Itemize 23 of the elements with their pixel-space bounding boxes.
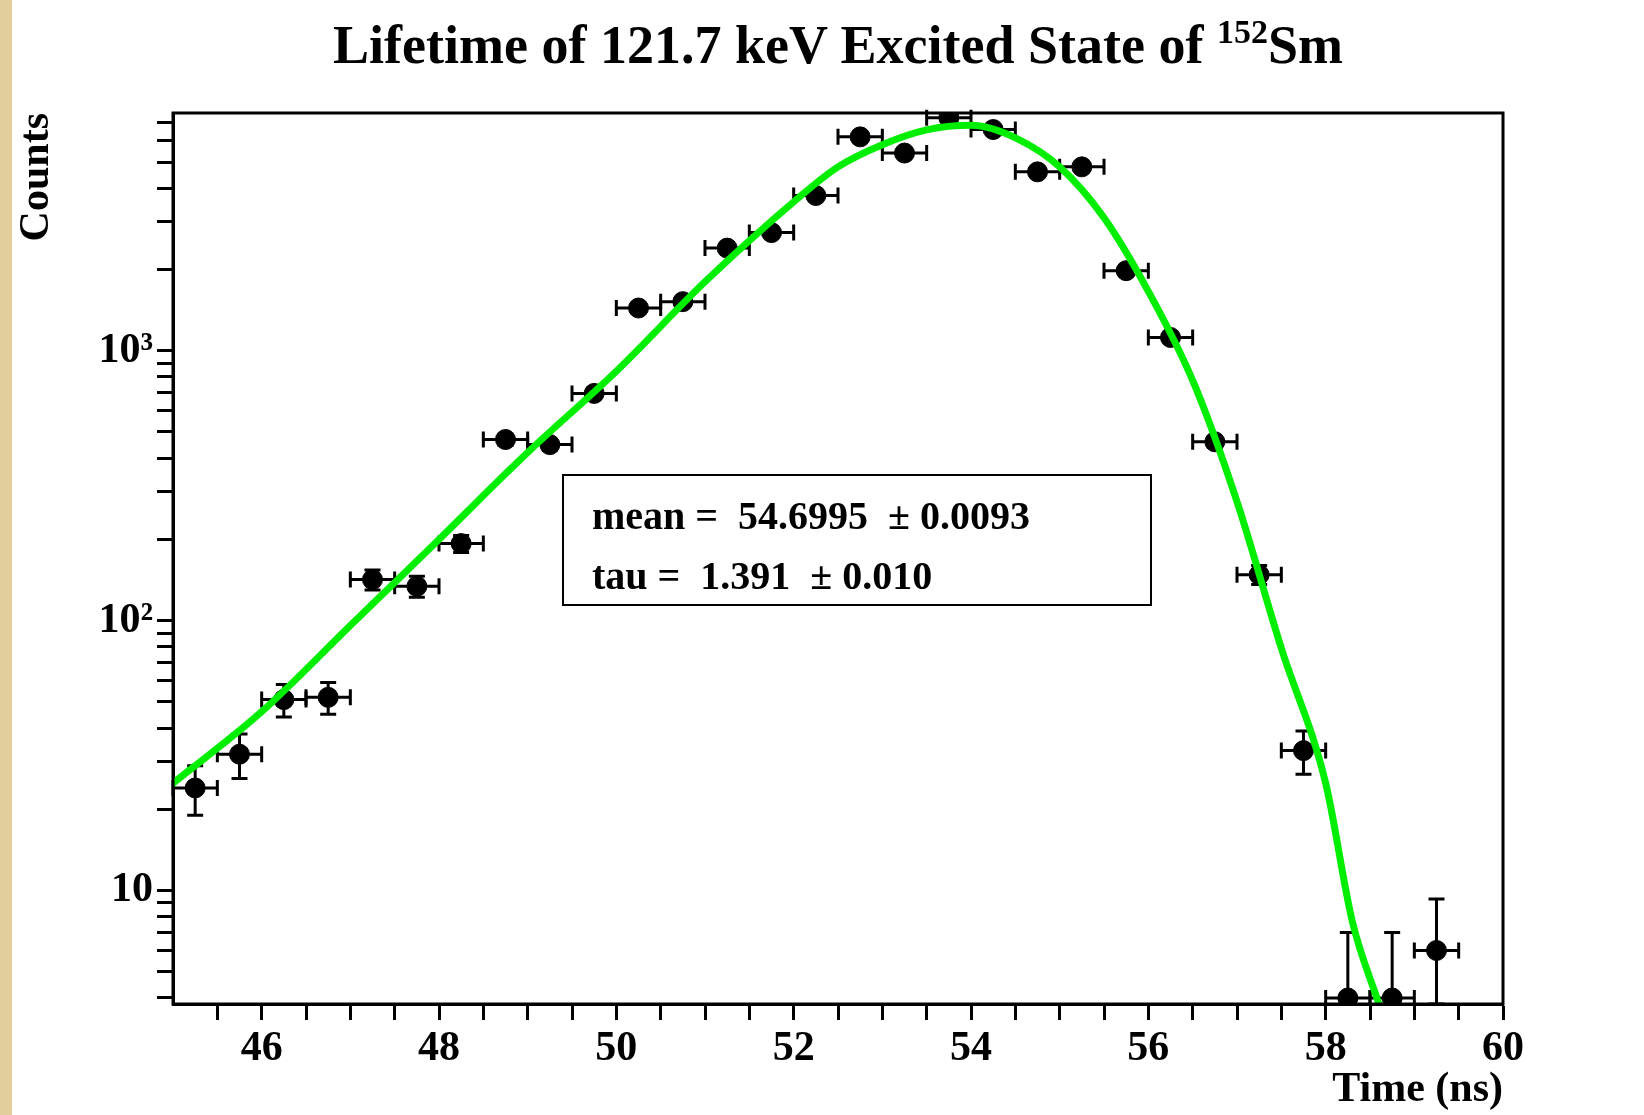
point	[229, 743, 250, 765]
chart-title: Lifetime of 121.7 keV Excited State of $^{152}$Sm	[332, 12, 1344, 76]
y-tick-label: 10³	[98, 324, 153, 371]
y-tick-label: 10	[111, 864, 153, 911]
point	[1027, 161, 1048, 183]
y-tick-label: 10²	[98, 594, 153, 641]
x-tick-label: 54	[950, 1023, 992, 1070]
x-tick-label: 48	[418, 1023, 460, 1070]
x-tick-label: 52	[772, 1023, 815, 1070]
y-axis-title: Counts	[11, 113, 58, 242]
point	[317, 686, 339, 708]
point	[1426, 939, 1447, 961]
point	[628, 297, 649, 319]
x-tick-label: 56	[1127, 1023, 1170, 1070]
x-tick-label: 46	[240, 1023, 283, 1070]
point	[1293, 740, 1314, 762]
point	[1071, 156, 1093, 178]
annotation: mean = 54.6995 ± 0.0093	[592, 493, 1031, 538]
point	[849, 126, 871, 148]
annotation: tau = 1.391 ± 0.010	[592, 553, 933, 598]
point	[184, 777, 206, 799]
point	[894, 142, 915, 164]
x-tick-label: 50	[595, 1023, 638, 1070]
